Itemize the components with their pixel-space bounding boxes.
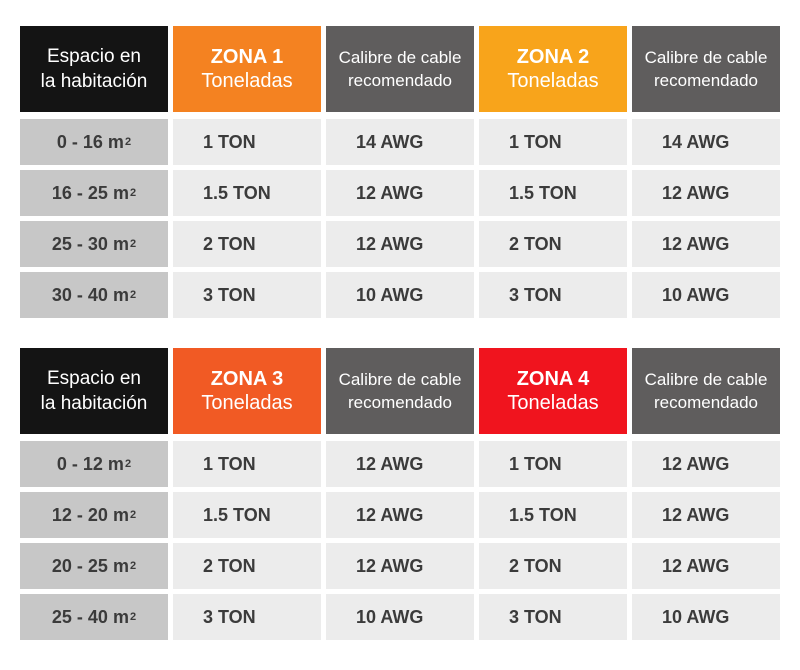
cable-gauge-cell: 14 AWG <box>326 119 474 165</box>
tonnage-cell: 1.5 TON <box>479 492 627 538</box>
cable-gauge-cell: 10 AWG <box>632 272 780 318</box>
tonnage-cell: 1 TON <box>479 119 627 165</box>
cable-gauge-cell: 10 AWG <box>632 594 780 640</box>
header-zone-4: ZONA 4 Toneladas <box>479 348 627 434</box>
tonnage-cell: 2 TON <box>479 221 627 267</box>
tonnage-cell: 3 TON <box>173 272 321 318</box>
cable-gauge-cell: 12 AWG <box>632 543 780 589</box>
table-zones-1-2: Espacio en la habitación ZONA 1 Tonelada… <box>20 26 780 323</box>
cable-gauge-cell: 12 AWG <box>632 492 780 538</box>
header-zone-1: ZONA 1 Toneladas <box>173 26 321 112</box>
table-header: Espacio en la habitación ZONA 1 Tonelada… <box>20 26 780 112</box>
table-row: 12 - 20 m 2 1.5 TON 12 AWG 1.5 TON 12 AWG <box>20 492 780 538</box>
cable-gauge-cell: 14 AWG <box>632 119 780 165</box>
header-cable-gauge-zone-4: Calibre de cable recomendado <box>632 348 780 434</box>
header-space: Espacio en la habitación <box>20 26 168 112</box>
cable-gauge-cell: 12 AWG <box>326 543 474 589</box>
header-cable-gauge-zone-2: Calibre de cable recomendado <box>632 26 780 112</box>
tonnage-cell: 3 TON <box>173 594 321 640</box>
table-row: 16 - 25 m 2 1.5 TON 12 AWG 1.5 TON 12 AWG <box>20 170 780 216</box>
tonnage-cell: 3 TON <box>479 594 627 640</box>
cable-gauge-cell: 10 AWG <box>326 594 474 640</box>
tonnage-cell: 1.5 TON <box>173 170 321 216</box>
tonnage-cell: 2 TON <box>479 543 627 589</box>
tonnage-cell: 1 TON <box>479 441 627 487</box>
tonnage-cell: 1.5 TON <box>479 170 627 216</box>
cable-gauge-cell: 12 AWG <box>326 492 474 538</box>
cable-gauge-cell: 12 AWG <box>326 170 474 216</box>
tonnage-cell: 3 TON <box>479 272 627 318</box>
tonnage-cell: 1 TON <box>173 119 321 165</box>
cable-gauge-cell: 12 AWG <box>632 170 780 216</box>
cable-gauge-cell: 12 AWG <box>632 441 780 487</box>
header-cable-gauge-zone-1: Calibre de cable recomendado <box>326 26 474 112</box>
cable-gauge-cell: 12 AWG <box>326 221 474 267</box>
header-zone-3: ZONA 3 Toneladas <box>173 348 321 434</box>
header-cable-gauge-zone-3: Calibre de cable recomendado <box>326 348 474 434</box>
header-space: Espacio en la habitación <box>20 348 168 434</box>
cable-gauge-cell: 12 AWG <box>326 441 474 487</box>
tonnage-cell: 1.5 TON <box>173 492 321 538</box>
tonnage-cell: 1 TON <box>173 441 321 487</box>
header-zone-2: ZONA 2 Toneladas <box>479 26 627 112</box>
cable-gauge-cell: 12 AWG <box>632 221 780 267</box>
tonnage-cell: 2 TON <box>173 221 321 267</box>
table-header: Espacio en la habitación ZONA 3 Tonelada… <box>20 348 780 434</box>
cable-gauge-cell: 10 AWG <box>326 272 474 318</box>
table-zones-3-4: Espacio en la habitación ZONA 3 Tonelada… <box>20 348 780 645</box>
tonnage-cell: 2 TON <box>173 543 321 589</box>
